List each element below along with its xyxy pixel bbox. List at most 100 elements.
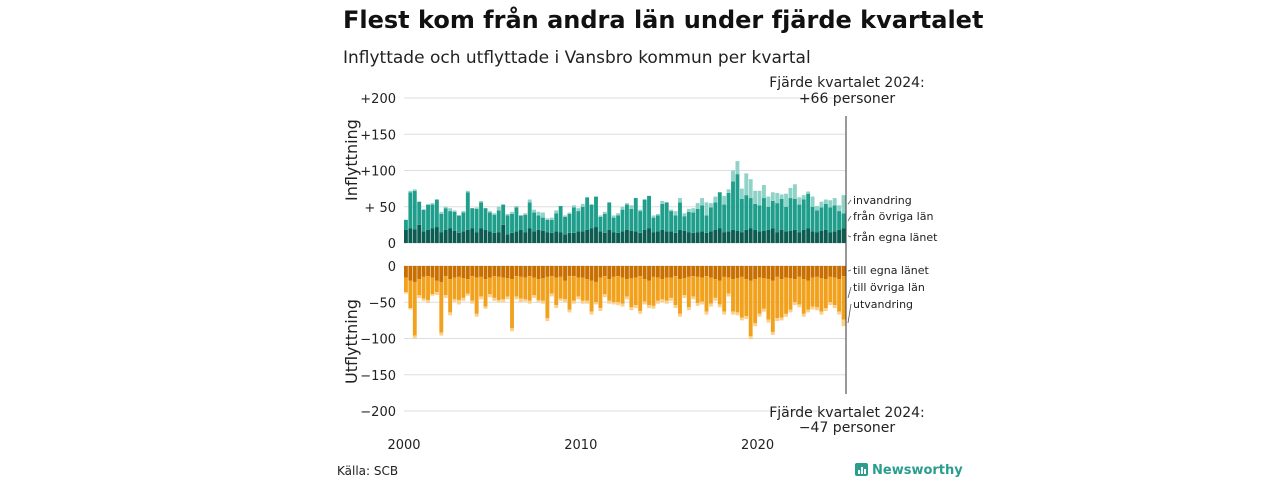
inflow-bar-segment (457, 232, 461, 243)
outflow-bar-segment (757, 266, 762, 278)
outflow-bar-segment (620, 277, 625, 304)
inflow-bar-segment (554, 213, 559, 232)
top-y-tick: +200 (360, 92, 396, 107)
inflow-bar-segment (704, 232, 709, 243)
outflow-bar-segment (554, 266, 559, 278)
outflow-bar-segment (801, 266, 806, 280)
outflow-bar-segment (448, 279, 453, 313)
inflow-bar-segment (412, 189, 417, 191)
inflow-bar-segment (487, 211, 492, 213)
inflow-bar-segment (686, 208, 691, 212)
outflow-bar-segment (669, 266, 674, 278)
outflow-bar-segment (523, 277, 528, 300)
outflow-bar-segment (629, 278, 634, 308)
inflow-bar-segment (828, 232, 833, 243)
inflow-bar-segment (753, 203, 758, 230)
inflow-bar-segment (819, 207, 824, 231)
inflow-bar-segment (766, 196, 771, 207)
inflow-bar-segment (638, 232, 643, 243)
outflow-bar-segment (457, 266, 461, 277)
inflow-bar-segment (770, 228, 775, 243)
inflow-bar-segment (828, 207, 833, 233)
inflow-bar-segment (744, 229, 749, 243)
outflow-bar-segment (439, 266, 444, 282)
outflow-bar-segment (492, 266, 497, 277)
outflow-bar-segment (832, 266, 837, 278)
inflow-bar-segment (465, 190, 470, 193)
outflow-bar-segment (819, 311, 824, 315)
inflow-bar-segment (545, 218, 550, 220)
inflow-bar-segment (757, 205, 762, 232)
inflow-bar-segment (806, 191, 811, 194)
outflow-bar-segment (633, 266, 638, 278)
outflow-bar-segment (549, 276, 554, 294)
outflow-bar-segment (757, 313, 762, 317)
inflow-bar-segment (722, 204, 727, 233)
inflow-bar-segment (611, 215, 616, 218)
outflow-bar-segment (625, 266, 629, 280)
outflow-bar-segment (731, 266, 735, 280)
outflow-bar-segment (607, 300, 612, 304)
outflow-bar-segment (655, 266, 660, 278)
outflow-bar-segment (784, 313, 788, 317)
inflow-bar-segment (660, 200, 665, 204)
outflow-bar-segment (474, 313, 479, 317)
inflow-bar-segment (594, 227, 598, 243)
inflow-bar-segment (801, 195, 806, 200)
inflow-bar-segment (708, 231, 713, 243)
outflow-bar-segment (704, 311, 709, 315)
outflow-bar-segment (770, 266, 775, 281)
bottom-y-tick: −200 (360, 405, 396, 420)
outflow-bar-segment (616, 276, 621, 303)
inflow-bar-segment (655, 215, 660, 232)
inflow-bar-segment (492, 213, 497, 215)
inflow-bar-segment (536, 211, 541, 216)
inflow-bar-segment (823, 229, 828, 243)
outflow-bar-segment (841, 276, 846, 320)
outflow-bar-segment (717, 280, 722, 305)
outflow-bar-segment (678, 279, 682, 314)
outflow-bar-segment (611, 276, 616, 303)
inflow-bar-segment (731, 229, 735, 243)
outflow-bar-segment (775, 266, 780, 277)
legend-label: invandring (853, 194, 912, 207)
inflow-bar-segment (726, 189, 731, 193)
inflow-bar-segment (784, 206, 788, 232)
outflow-bar-segment (496, 266, 501, 277)
outflow-bar-segment (788, 278, 793, 310)
inflow-bar-segment (602, 214, 607, 233)
inflow-bar-segment (686, 211, 691, 233)
inflow-bar-segment (448, 208, 453, 212)
inflow-bar-segment (452, 230, 457, 243)
inflow-bar-segment (704, 215, 709, 233)
inflow-bar-segment (412, 229, 417, 243)
inflow-bar-segment (762, 198, 766, 231)
legend-label: till egna länet (853, 264, 929, 277)
legend-leader (847, 286, 852, 299)
inflow-bar-segment (470, 228, 475, 243)
inflow-bar-segment (823, 199, 828, 204)
inflow-bar-segment (541, 212, 545, 218)
inflow-bar-segment (585, 229, 590, 243)
bottom-y-tick: −150 (360, 369, 396, 384)
outflow-bar-segment (837, 266, 842, 280)
inflow-bar-segment (700, 231, 705, 243)
outflow-bar-segment (797, 276, 802, 305)
inflow-bar-segment (673, 232, 678, 243)
inflow-bar-segment (837, 229, 842, 243)
inflow-bar-segment (651, 217, 656, 233)
inflow-bar-segment (461, 211, 466, 213)
inflow-bar-segment (810, 206, 815, 232)
inflow-bar-segment (762, 185, 766, 199)
inflow-bar-segment (713, 229, 718, 243)
inflow-bar-segment (810, 196, 815, 207)
outflow-bar-segment (762, 308, 766, 312)
inflow-bar-segment (642, 199, 647, 230)
outflow-bar-segment (823, 279, 828, 309)
outflow-bar-segment (766, 266, 771, 280)
outflow-bar-segment (770, 331, 775, 335)
top-annotation-line2: +66 personer (799, 91, 896, 107)
source-note: Källa: SCB (337, 464, 398, 478)
outflow-bar-segment (602, 294, 607, 298)
inflow-bar-segment (792, 198, 797, 230)
